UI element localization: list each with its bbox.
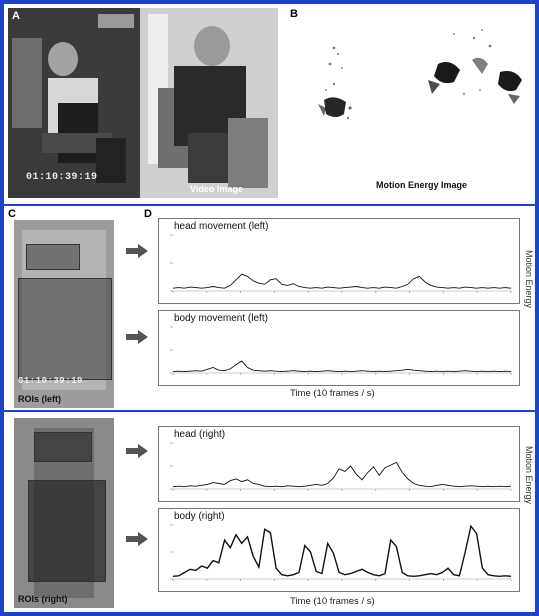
blurred-face-right [194, 26, 230, 66]
trace-head-right: head (right) [158, 426, 520, 502]
series-line-1 [172, 360, 512, 373]
video-timestamp: 01:10:39:19 [26, 172, 98, 183]
trace-head-left-plot [170, 234, 512, 293]
series-line-0 [172, 273, 512, 289]
video-image-caption: Video Image [190, 184, 243, 194]
roi-left-caption: ROIs (left) [18, 394, 62, 404]
roi-image-right: ROIs (right) [14, 418, 114, 608]
y-axis-label-right: Motion Energy [524, 446, 534, 505]
motion-energy-caption: Motion Energy Image [376, 180, 468, 190]
trace-body-right: body (right) [158, 508, 520, 592]
trace-head-right-label: head (right) [173, 429, 227, 440]
trace-body-left: body movement (left) [158, 310, 520, 386]
trace-head-left: head movement (left) [158, 218, 520, 304]
panel-letter-b: B [290, 8, 298, 20]
trace-body-left-label: body movement (left) [173, 313, 269, 324]
arrow-right-icon [126, 444, 148, 458]
roi-timestamp: 01:10:39:19 [18, 376, 83, 386]
figure-panel-top: A 01:10:39:19 Video Image B Motion Energ… [4, 4, 535, 204]
roi-image-left: 01:10:39:19 ROIs (left) [14, 220, 114, 408]
panel-letter-c: C [8, 208, 16, 220]
series-line-2 [172, 461, 512, 488]
roi-head-left [26, 244, 80, 270]
series-line-3 [172, 524, 512, 578]
x-axis-label-right: Time (10 frames / s) [290, 596, 375, 607]
roi-right-caption: ROIs (right) [18, 594, 68, 604]
roi-body-right [28, 480, 106, 582]
trace-body-right-plot [170, 524, 512, 581]
video-image: A 01:10:39:19 Video Image [8, 8, 278, 198]
roi-body-left [18, 278, 112, 380]
trace-body-right-label: body (right) [173, 511, 226, 522]
arrow-right-icon [126, 330, 148, 344]
trace-head-left-label: head movement (left) [173, 221, 270, 232]
roi-head-right [34, 432, 92, 462]
figure-panel-middle: C 01:10:39:19 ROIs (left) D head movemen… [4, 206, 535, 410]
x-axis-label-left: Time (10 frames / s) [290, 388, 375, 399]
trace-body-left-plot [170, 326, 512, 375]
arrow-right-icon [126, 532, 148, 546]
panel-letter-d: D [144, 208, 152, 220]
motion-energy-image [318, 29, 522, 120]
blurred-face-left [48, 42, 78, 76]
y-axis-label-left: Motion Energy [524, 250, 534, 309]
figure-panel-bottom: ROIs (right) head (right) body (right) T… [4, 412, 535, 612]
trace-head-right-plot [170, 442, 512, 491]
panel-letter-a: A [12, 10, 20, 22]
arrow-right-icon [126, 244, 148, 258]
